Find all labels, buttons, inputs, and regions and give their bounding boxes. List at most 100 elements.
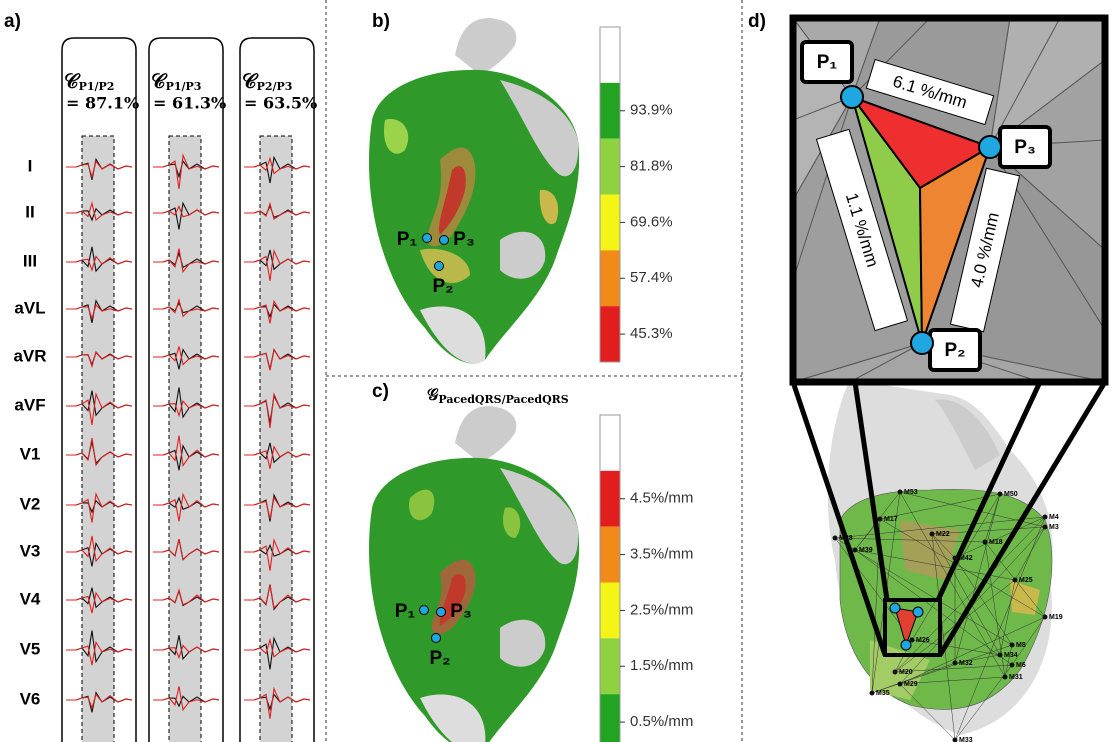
ecg-trace [153, 205, 220, 218]
point-label: P₃ [453, 229, 474, 250]
electrode [997, 491, 1003, 497]
lead-label: V4 [20, 589, 41, 608]
mesh-edge [894, 664, 1013, 741]
lead-label: V3 [20, 541, 41, 560]
ecg-trace [244, 348, 311, 371]
pacing-point [978, 135, 1002, 159]
colorbar-segment [600, 138, 620, 195]
pacing-point [434, 261, 444, 271]
electrode-label: M35 [876, 690, 890, 697]
heart-patch [384, 119, 409, 154]
column-frame [148, 37, 224, 742]
heart-patch [500, 468, 579, 565]
subscript: P2/P3 [257, 80, 293, 93]
electrode [1012, 577, 1018, 583]
electrodes: M53 M50 M4 M3 M17 M28 M22 M39 M18 M42 M25 M19 M8 M34 M… [832, 489, 1063, 742]
mesh-edge [899, 491, 1006, 685]
heart-patch [420, 248, 470, 283]
point-label: P₁ [395, 601, 416, 622]
heart-appendage [935, 399, 1000, 470]
pacing-points: P₁ P₃ P₂ P₁ P₃ P₂ [395, 229, 475, 669]
correlation-value: = 61.3% [153, 94, 226, 113]
ecg-trace [66, 255, 133, 272]
pacing-point [419, 605, 429, 615]
electrode-label: M39 [859, 547, 873, 554]
colorbar-label: 1.5%/mm [630, 657, 693, 674]
electrode-label: M32 [959, 660, 973, 667]
ecg-trace [244, 201, 311, 221]
ecg-trace [153, 492, 220, 522]
electrode [1042, 614, 1048, 620]
correlation: 𝒞P1/P2 [64, 69, 114, 94]
pacing-point [439, 235, 449, 245]
lead-label: V2 [20, 494, 41, 513]
ecg-trace [244, 538, 311, 571]
colorbar-segment [600, 470, 620, 527]
colorbar-label: 4.5%/mm [630, 490, 693, 507]
heart-surface [369, 457, 580, 742]
electrode [952, 555, 958, 561]
ecg-trace [244, 156, 311, 175]
colorbar-label: 2.5%/mm [630, 601, 693, 618]
zoom-frame [789, 14, 1109, 386]
ecg-trace [153, 346, 220, 366]
electrode-label: M6 [1016, 662, 1026, 669]
electrode-label: M22 [936, 531, 950, 538]
heart-patch [439, 573, 466, 626]
ecg-trace [66, 591, 133, 614]
heart-map [369, 406, 580, 742]
ecg-panel: 𝒞P1/P2= 87.1%𝒞P1/P3= 61.3%𝒞P2/P3= 63.5%I… [13, 37, 317, 742]
pacing-point [840, 85, 864, 109]
mini-triangle [894, 607, 919, 647]
ecg-trace [153, 435, 220, 468]
ecg-trace [66, 437, 133, 467]
ecg-trace [153, 153, 220, 189]
mesh-edge [931, 533, 1001, 656]
colorbar-segment [600, 526, 620, 583]
heart-patch [539, 189, 559, 225]
lead-label: aVL [14, 298, 45, 317]
symbol: 𝒞 [64, 69, 81, 93]
panel-label: d) [748, 11, 766, 32]
ecg-trace [244, 299, 311, 324]
lead-label: aVF [14, 395, 45, 414]
mesh-edge [911, 639, 1001, 664]
colorbar-segment [600, 194, 620, 251]
electrode [869, 690, 875, 696]
subscript: P1/P2 [79, 80, 115, 93]
subscript: P1/P3 [166, 80, 202, 93]
colorbar-segment [600, 82, 620, 139]
point-label: P₂ [429, 648, 450, 669]
ecg-trace [66, 350, 133, 369]
ecg-trace [66, 640, 133, 666]
electrode [892, 669, 898, 675]
pacing-point [431, 633, 441, 643]
zoom-line [790, 381, 888, 656]
heart-patch [500, 231, 546, 279]
heart-appendage [455, 406, 517, 463]
electrode-label: M3 [1049, 524, 1059, 531]
mini-point [912, 606, 924, 618]
ecg-trace [153, 686, 220, 712]
electrode [982, 539, 988, 545]
colorbar-segment [600, 306, 620, 362]
colorbar-label: 45.3% [630, 325, 673, 342]
symbol: 𝒢 [427, 385, 439, 404]
colorbar-segment [600, 27, 620, 83]
mesh-edge [931, 516, 1046, 741]
lead-label: V5 [20, 639, 41, 658]
panel-label: b) [372, 11, 390, 32]
electrode [877, 516, 883, 522]
colorbar-label: 93.9% [630, 102, 673, 119]
qrs-window [259, 135, 293, 742]
correlation-value: = 63.5% [244, 94, 317, 113]
electrode [929, 531, 935, 537]
correlation-value: = 87.1% [66, 94, 139, 113]
electrode [897, 681, 903, 687]
ecg-trace [66, 535, 133, 563]
electrode [1009, 662, 1015, 668]
lead-label: V6 [20, 689, 41, 708]
ecg-trace [153, 248, 220, 274]
electrode-label: M17 [884, 516, 898, 523]
mini-point [889, 602, 901, 614]
